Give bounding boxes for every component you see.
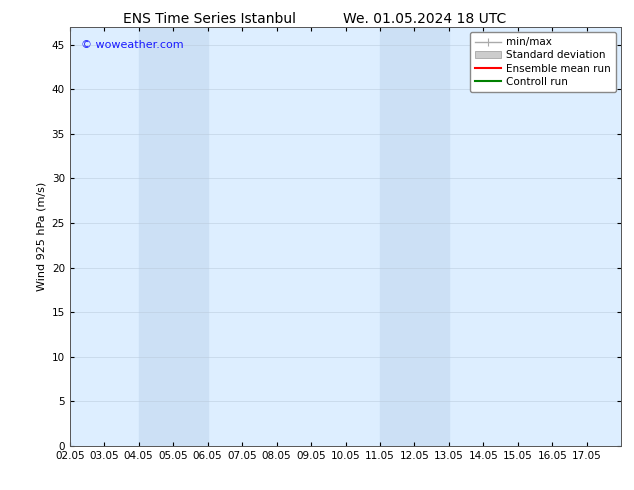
Text: © woweather.com: © woweather.com (81, 40, 183, 49)
Text: ENS Time Series Istanbul: ENS Time Series Istanbul (123, 12, 295, 26)
Y-axis label: Wind 925 hPa (m/s): Wind 925 hPa (m/s) (36, 182, 46, 291)
Text: We. 01.05.2024 18 UTC: We. 01.05.2024 18 UTC (343, 12, 507, 26)
Bar (380, 27, 449, 446)
Legend: min/max, Standard deviation, Ensemble mean run, Controll run: min/max, Standard deviation, Ensemble me… (470, 32, 616, 92)
Bar (139, 27, 207, 446)
